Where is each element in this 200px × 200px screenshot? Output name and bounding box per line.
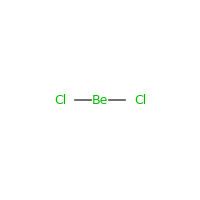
Text: Cl: Cl: [134, 94, 146, 106]
Text: Cl: Cl: [54, 94, 66, 106]
Text: Be: Be: [92, 94, 108, 106]
